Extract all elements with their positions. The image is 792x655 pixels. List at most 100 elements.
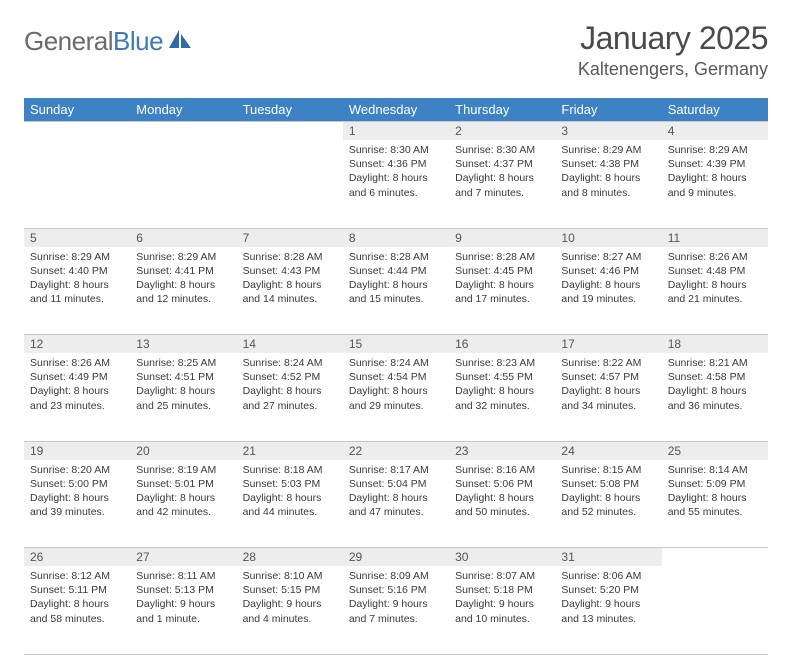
day-cell-body: Sunrise: 8:22 AMSunset: 4:57 PMDaylight:… [555,353,661,419]
day-cell-body: Sunrise: 8:07 AMSunset: 5:18 PMDaylight:… [449,566,555,632]
day-cell: Sunrise: 8:25 AMSunset: 4:51 PMDaylight:… [130,353,236,441]
day-cell: Sunrise: 8:28 AMSunset: 4:44 PMDaylight:… [343,247,449,335]
day-cell-body: Sunrise: 8:11 AMSunset: 5:13 PMDaylight:… [130,566,236,632]
day-cell: Sunrise: 8:29 AMSunset: 4:41 PMDaylight:… [130,247,236,335]
day-number-row: 262728293031 [24,548,768,567]
day-number-cell: 26 [24,548,130,567]
day-number-cell [662,548,768,567]
day-cell: Sunrise: 8:28 AMSunset: 4:43 PMDaylight:… [237,247,343,335]
day-cell-body: Sunrise: 8:28 AMSunset: 4:44 PMDaylight:… [343,247,449,313]
day-number-cell: 28 [237,548,343,567]
day-number-row: 567891011 [24,228,768,247]
day-number-cell [130,122,236,141]
day-cell-body: Sunrise: 8:16 AMSunset: 5:06 PMDaylight:… [449,460,555,526]
day-number-cell: 4 [662,122,768,141]
day-number-cell: 23 [449,441,555,460]
week-row: Sunrise: 8:26 AMSunset: 4:49 PMDaylight:… [24,353,768,441]
day-cell-body: Sunrise: 8:26 AMSunset: 4:49 PMDaylight:… [24,353,130,419]
day-cell: Sunrise: 8:26 AMSunset: 4:49 PMDaylight:… [24,353,130,441]
weekday-header: Tuesday [237,98,343,122]
day-number-cell: 27 [130,548,236,567]
day-cell-body: Sunrise: 8:28 AMSunset: 4:43 PMDaylight:… [237,247,343,313]
day-cell-body: Sunrise: 8:30 AMSunset: 4:37 PMDaylight:… [449,140,555,206]
day-cell-body: Sunrise: 8:29 AMSunset: 4:38 PMDaylight:… [555,140,661,206]
day-number-cell: 11 [662,228,768,247]
day-cell-body: Sunrise: 8:14 AMSunset: 5:09 PMDaylight:… [662,460,768,526]
day-number-cell: 10 [555,228,661,247]
day-cell-body: Sunrise: 8:29 AMSunset: 4:39 PMDaylight:… [662,140,768,206]
day-cell: Sunrise: 8:29 AMSunset: 4:40 PMDaylight:… [24,247,130,335]
day-cell: Sunrise: 8:24 AMSunset: 4:52 PMDaylight:… [237,353,343,441]
day-number-cell: 7 [237,228,343,247]
day-cell: Sunrise: 8:27 AMSunset: 4:46 PMDaylight:… [555,247,661,335]
day-cell-body: Sunrise: 8:21 AMSunset: 4:58 PMDaylight:… [662,353,768,419]
logo-sail-icon [167,28,193,55]
day-cell: Sunrise: 8:17 AMSunset: 5:04 PMDaylight:… [343,460,449,548]
day-number-cell: 29 [343,548,449,567]
day-number-cell: 2 [449,122,555,141]
day-cell: Sunrise: 8:29 AMSunset: 4:38 PMDaylight:… [555,140,661,228]
day-cell-body: Sunrise: 8:23 AMSunset: 4:55 PMDaylight:… [449,353,555,419]
day-cell-body: Sunrise: 8:12 AMSunset: 5:11 PMDaylight:… [24,566,130,632]
weekday-header: Sunday [24,98,130,122]
day-number-cell: 17 [555,335,661,354]
day-cell: Sunrise: 8:15 AMSunset: 5:08 PMDaylight:… [555,460,661,548]
day-cell: Sunrise: 8:10 AMSunset: 5:15 PMDaylight:… [237,566,343,654]
day-cell-body: Sunrise: 8:25 AMSunset: 4:51 PMDaylight:… [130,353,236,419]
calendar-table: SundayMondayTuesdayWednesdayThursdayFrid… [24,98,768,655]
day-cell-body: Sunrise: 8:30 AMSunset: 4:36 PMDaylight:… [343,140,449,206]
title-block: January 2025 Kaltenengers, Germany [578,20,768,80]
day-cell: Sunrise: 8:28 AMSunset: 4:45 PMDaylight:… [449,247,555,335]
week-row: Sunrise: 8:20 AMSunset: 5:00 PMDaylight:… [24,460,768,548]
day-number-cell: 31 [555,548,661,567]
header: GeneralBlue January 2025 Kaltenengers, G… [24,20,768,80]
day-cell-body: Sunrise: 8:09 AMSunset: 5:16 PMDaylight:… [343,566,449,632]
month-title: January 2025 [578,20,768,57]
day-number-cell: 20 [130,441,236,460]
day-cell-body: Sunrise: 8:24 AMSunset: 4:52 PMDaylight:… [237,353,343,419]
day-cell-body: Sunrise: 8:17 AMSunset: 5:04 PMDaylight:… [343,460,449,526]
day-number-cell: 13 [130,335,236,354]
day-cell: Sunrise: 8:30 AMSunset: 4:37 PMDaylight:… [449,140,555,228]
day-number-cell [237,122,343,141]
day-cell [24,140,130,228]
day-number-cell: 12 [24,335,130,354]
day-number-cell [24,122,130,141]
week-row: Sunrise: 8:29 AMSunset: 4:40 PMDaylight:… [24,247,768,335]
day-number-cell: 15 [343,335,449,354]
day-cell-body: Sunrise: 8:29 AMSunset: 4:40 PMDaylight:… [24,247,130,313]
day-cell-body: Sunrise: 8:28 AMSunset: 4:45 PMDaylight:… [449,247,555,313]
day-cell: Sunrise: 8:26 AMSunset: 4:48 PMDaylight:… [662,247,768,335]
day-number-cell: 8 [343,228,449,247]
day-cell: Sunrise: 8:24 AMSunset: 4:54 PMDaylight:… [343,353,449,441]
day-number-cell: 1 [343,122,449,141]
day-cell-body: Sunrise: 8:10 AMSunset: 5:15 PMDaylight:… [237,566,343,632]
weekday-header: Saturday [662,98,768,122]
day-cell: Sunrise: 8:09 AMSunset: 5:16 PMDaylight:… [343,566,449,654]
day-cell: Sunrise: 8:22 AMSunset: 4:57 PMDaylight:… [555,353,661,441]
day-number-cell: 3 [555,122,661,141]
day-cell-body: Sunrise: 8:26 AMSunset: 4:48 PMDaylight:… [662,247,768,313]
day-number-cell: 6 [130,228,236,247]
weekday-header: Friday [555,98,661,122]
day-cell-body: Sunrise: 8:27 AMSunset: 4:46 PMDaylight:… [555,247,661,313]
logo-word-1: General [24,26,113,56]
day-number-cell: 14 [237,335,343,354]
logo: GeneralBlue [24,26,193,57]
day-cell: Sunrise: 8:06 AMSunset: 5:20 PMDaylight:… [555,566,661,654]
day-number-cell: 24 [555,441,661,460]
day-cell: Sunrise: 8:29 AMSunset: 4:39 PMDaylight:… [662,140,768,228]
day-cell: Sunrise: 8:07 AMSunset: 5:18 PMDaylight:… [449,566,555,654]
day-cell-body: Sunrise: 8:19 AMSunset: 5:01 PMDaylight:… [130,460,236,526]
day-number-cell: 21 [237,441,343,460]
day-number-cell: 9 [449,228,555,247]
day-cell: Sunrise: 8:12 AMSunset: 5:11 PMDaylight:… [24,566,130,654]
logo-text: GeneralBlue [24,26,163,57]
day-cell-body: Sunrise: 8:29 AMSunset: 4:41 PMDaylight:… [130,247,236,313]
day-cell: Sunrise: 8:30 AMSunset: 4:36 PMDaylight:… [343,140,449,228]
day-cell [662,566,768,654]
day-number-cell: 22 [343,441,449,460]
day-cell: Sunrise: 8:21 AMSunset: 4:58 PMDaylight:… [662,353,768,441]
day-number-row: 1234 [24,122,768,141]
day-cell-body: Sunrise: 8:18 AMSunset: 5:03 PMDaylight:… [237,460,343,526]
